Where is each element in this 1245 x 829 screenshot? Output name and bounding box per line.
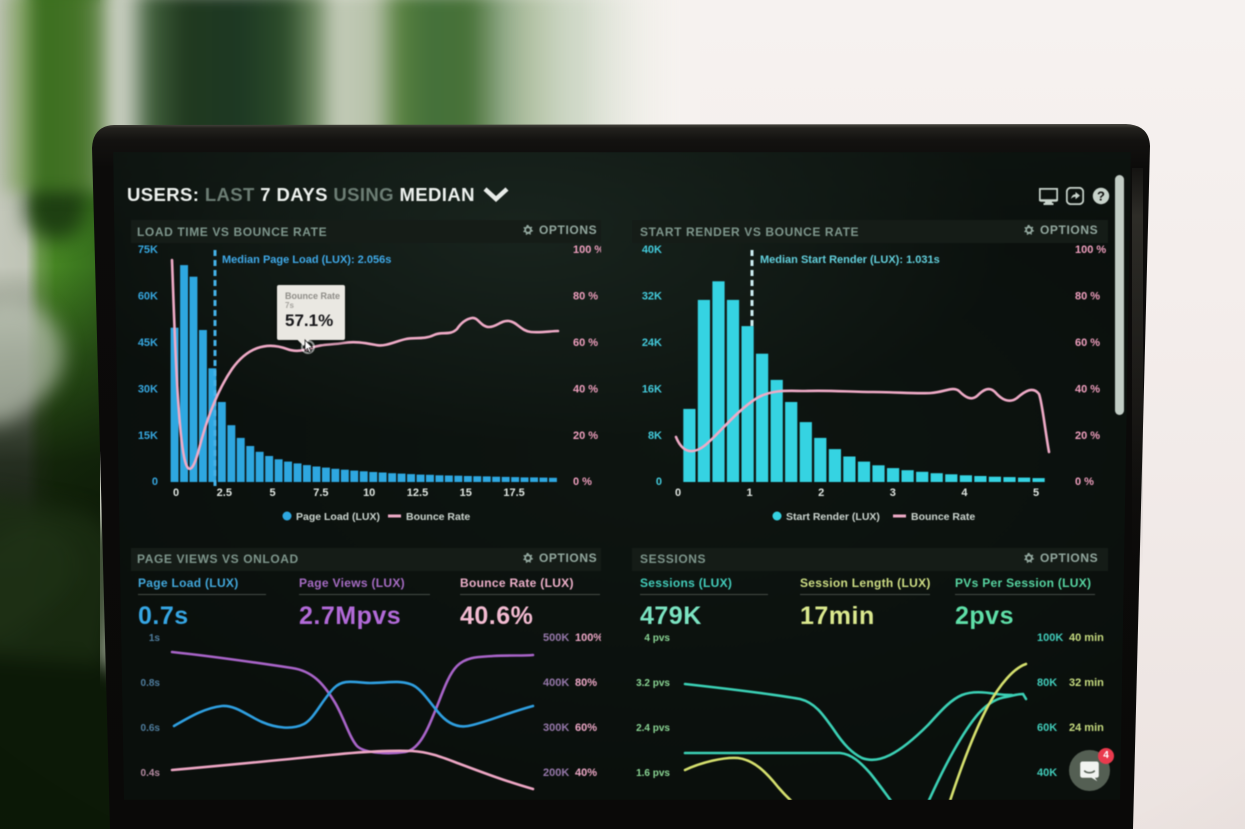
svg-text:60K: 60K (138, 291, 158, 303)
svg-text:3: 3 (890, 487, 896, 499)
svg-text:40%: 40% (575, 767, 597, 779)
svg-text:1: 1 (747, 487, 753, 499)
svg-text:0.8s: 0.8s (141, 678, 161, 689)
svg-text:20 %: 20 % (1075, 430, 1100, 442)
svg-text:300K: 300K (543, 722, 569, 734)
svg-text:?: ? (1097, 189, 1105, 204)
svg-text:75K: 75K (138, 244, 158, 256)
svg-text:2: 2 (818, 487, 824, 499)
svg-text:15: 15 (460, 487, 472, 499)
svg-text:100K: 100K (1037, 632, 1063, 644)
svg-text:0.4s: 0.4s (141, 768, 161, 779)
svg-text:1.6 pvs: 1.6 pvs (636, 768, 670, 779)
svg-text:12.5: 12.5 (407, 487, 428, 499)
svg-text:Bounce Rate: Bounce Rate (406, 511, 470, 523)
svg-text:0.6s: 0.6s (141, 723, 161, 734)
svg-text:3.2 pvs: 3.2 pvs (636, 678, 670, 689)
svg-text:60%: 60% (575, 722, 597, 734)
svg-text:Median Page Load (LUX): 2.056s: Median Page Load (LUX): 2.056s (222, 254, 391, 266)
svg-text:1s: 1s (149, 633, 161, 644)
svg-text:0: 0 (173, 487, 179, 499)
svg-text:5: 5 (1033, 487, 1039, 499)
svg-text:32 min: 32 min (1069, 677, 1104, 689)
svg-text:60 %: 60 % (573, 337, 598, 349)
svg-text:17.5: 17.5 (503, 487, 524, 499)
svg-text:80%: 80% (575, 677, 597, 689)
svg-text:80 %: 80 % (573, 291, 598, 303)
svg-text:32K: 32K (642, 291, 662, 303)
svg-text:0 %: 0 % (1075, 476, 1094, 488)
svg-text:0: 0 (656, 476, 662, 488)
svg-text:100 %: 100 % (1075, 244, 1106, 256)
svg-text:80 %: 80 % (1075, 291, 1100, 303)
svg-text:400K: 400K (543, 677, 569, 689)
svg-text:40K: 40K (642, 244, 662, 256)
svg-text:0 %: 0 % (573, 476, 592, 488)
svg-text:8K: 8K (648, 430, 662, 442)
svg-text:60 %: 60 % (1075, 337, 1100, 349)
svg-text:5: 5 (270, 487, 276, 499)
svg-text:80K: 80K (1037, 677, 1057, 689)
svg-text:4 pvs: 4 pvs (644, 633, 670, 644)
svg-text:16K: 16K (642, 384, 662, 396)
svg-text:4: 4 (961, 487, 968, 499)
svg-text:30K: 30K (138, 384, 158, 396)
svg-text:100 %: 100 % (573, 244, 601, 256)
svg-text:2.5: 2.5 (217, 487, 232, 499)
svg-text:Start Render (LUX): Start Render (LUX) (786, 511, 880, 523)
svg-text:60K: 60K (1037, 722, 1057, 734)
svg-text:2.4 pvs: 2.4 pvs (636, 723, 670, 734)
svg-text:500K: 500K (543, 632, 569, 644)
svg-text:Page Load (LUX): Page Load (LUX) (296, 511, 380, 523)
svg-text:40 %: 40 % (573, 384, 598, 396)
svg-text:24K: 24K (642, 337, 662, 349)
svg-text:40 %: 40 % (1075, 384, 1100, 396)
svg-text:100%: 100% (575, 632, 601, 644)
svg-text:40K: 40K (1037, 767, 1057, 779)
svg-text:Median Start Render (LUX): 1.0: Median Start Render (LUX): 1.031s (760, 254, 940, 266)
svg-text:0: 0 (152, 476, 158, 488)
svg-text:0: 0 (675, 487, 681, 499)
svg-text:20 %: 20 % (573, 430, 598, 442)
svg-text:7.5: 7.5 (313, 487, 328, 499)
svg-text:45K: 45K (138, 337, 158, 349)
svg-text:200K: 200K (543, 767, 569, 779)
svg-text:Bounce Rate: Bounce Rate (911, 511, 975, 523)
svg-text:10: 10 (363, 487, 375, 499)
svg-text:24 min: 24 min (1069, 722, 1104, 734)
svg-text:15K: 15K (138, 430, 158, 442)
svg-text:40 min: 40 min (1069, 632, 1104, 644)
